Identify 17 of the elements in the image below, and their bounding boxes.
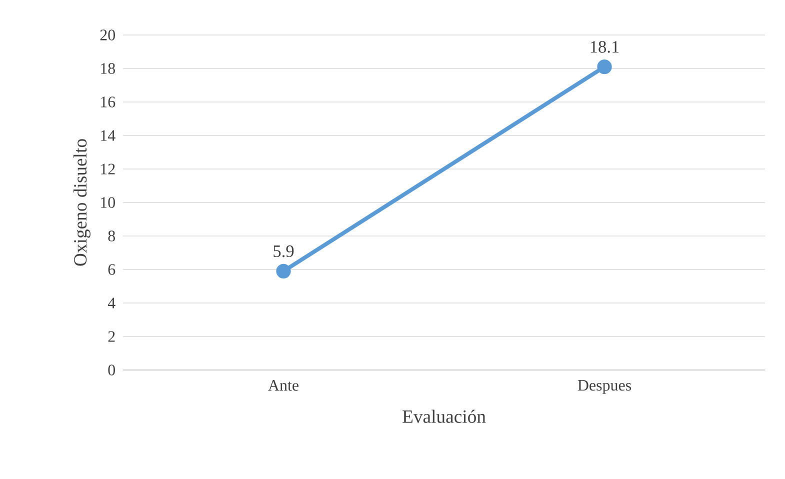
y-tick-label: 14: [101, 130, 116, 141]
y-tick-label: 6: [108, 264, 116, 275]
data-label: 18.1: [590, 41, 619, 53]
y-tick-label: 18: [101, 63, 116, 74]
data-label: 5.9: [274, 245, 294, 258]
x-tick-label: Ante: [268, 380, 298, 391]
y-tick-label: 8: [108, 230, 116, 242]
x-axis-title: Evaluación: [402, 410, 486, 423]
y-axis-title: Oxigeno disuelto: [73, 139, 90, 266]
y-tick-label: 2: [108, 331, 115, 342]
y-tick-label: 10: [101, 197, 116, 208]
y-tick-label: 16: [101, 96, 116, 108]
x-tick-label: Despues: [578, 380, 632, 394]
y-tick-label: 0: [108, 364, 116, 376]
y-tick-label: 4: [108, 298, 116, 308]
y-tick-label: 12: [101, 164, 115, 174]
y-tick-label: 20: [100, 30, 116, 40]
